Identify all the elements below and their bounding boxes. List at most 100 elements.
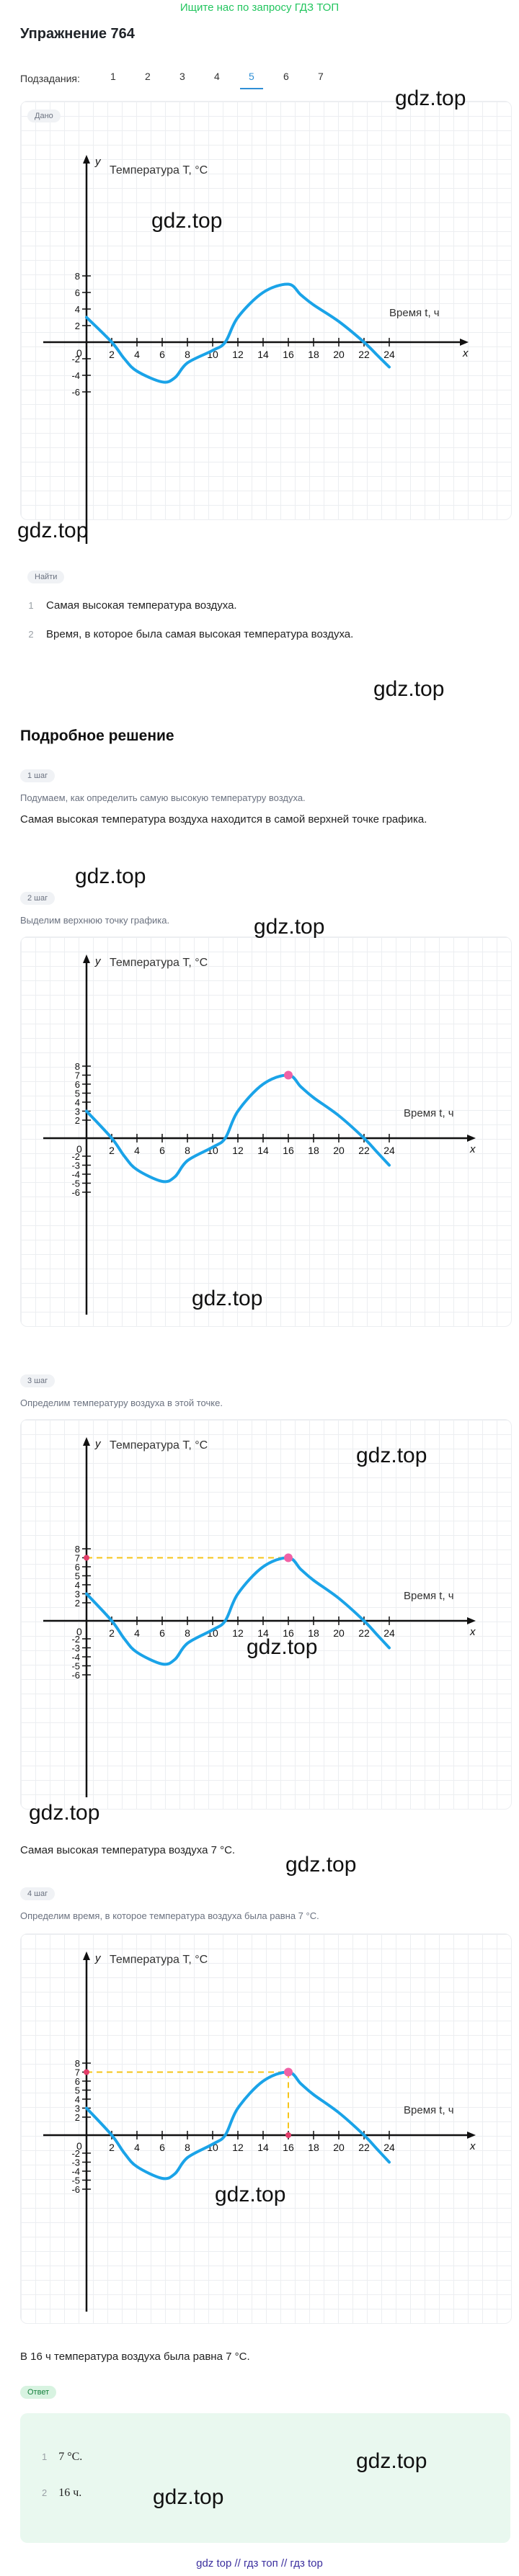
watermark: gdz.top <box>356 1444 427 1467</box>
y-axis-arrow <box>83 1951 90 1960</box>
x-tick-label: 16 <box>283 2142 294 2153</box>
y-tick-label: 8 <box>75 2058 80 2069</box>
max-point <box>284 1553 293 1562</box>
x-tick-label: 4 <box>134 349 140 360</box>
item-number: 2 <box>42 2487 48 2498</box>
y-axis-arrow <box>83 155 90 164</box>
x-tick-label: 14 <box>257 349 269 360</box>
x-tick-label: 12 <box>232 2142 244 2153</box>
item-number: 2 <box>28 629 34 640</box>
chart-title: Температура T, °C <box>110 164 208 176</box>
tab-subtask-6[interactable]: 6 <box>283 71 289 82</box>
y-tick-label: 2 <box>75 321 80 331</box>
temperature-curve <box>85 1556 391 1666</box>
watermark: gdz.top <box>395 86 466 110</box>
search-hint-link[interactable]: Ищите нас по запросу ГДЗ ТОП <box>179 1 340 14</box>
solution-heading: Подробное решение <box>20 728 174 744</box>
tab-subtask-7[interactable]: 7 <box>318 71 324 82</box>
chart-title: Температура T, °C <box>110 1439 208 1452</box>
temperature-curve <box>85 1073 391 1184</box>
answer-chip: Ответ <box>20 2386 57 2399</box>
y-axis-arrow <box>83 954 90 963</box>
x-tick-label: 2 <box>109 2142 115 2153</box>
origin-label: 0 <box>76 347 82 359</box>
x-tick-label: 24 <box>383 1145 395 1156</box>
answer-item: 2 16 ч. <box>42 2487 81 2500</box>
y-axis-letter: y <box>94 1438 102 1450</box>
step-3-result: Самая высокая температура воздуха 7 °C. <box>20 1844 236 1856</box>
tab-subtask-4[interactable]: 4 <box>214 71 220 82</box>
y-tick-label: 3 <box>75 2103 80 2114</box>
watermark: gdz.top <box>254 915 325 939</box>
subtask-tabs: Подзадания: 1 2 3 4 5 6 7 <box>20 68 338 89</box>
y-tick-label: 4 <box>75 1097 80 1108</box>
y-axis-arrow <box>83 1437 90 1446</box>
watermark: gdz.top <box>192 1287 263 1310</box>
given-chip: Дано <box>27 109 61 122</box>
y-tick-label: -3 <box>71 1643 80 1654</box>
tab-subtask-2[interactable]: 2 <box>145 71 151 82</box>
x-tick-label: 6 <box>159 349 165 360</box>
x-tick-label: 2 <box>109 1627 115 1639</box>
x-axis-label: Время t, ч <box>404 2104 454 2116</box>
tab-subtask-3[interactable]: 3 <box>179 71 185 82</box>
y-tick-label: 5 <box>75 2085 80 2096</box>
tab-subtask-1[interactable]: 1 <box>110 71 116 82</box>
y-axis-letter: y <box>94 955 102 967</box>
watermark: gdz.top <box>356 2449 427 2473</box>
page-title: Упражнение 764 <box>20 26 135 42</box>
watermark: gdz.top <box>247 1635 318 1659</box>
chart-title: Температура T, °C <box>110 1954 208 1966</box>
y-tick-label: 3 <box>75 1106 80 1117</box>
step-4-panel <box>20 1933 512 2324</box>
x-tick-label: 6 <box>159 2142 165 2153</box>
origin-label: 0 <box>76 2140 82 2152</box>
y-tick-label: -4 <box>71 1652 80 1663</box>
x-tick-label: 22 <box>358 2142 370 2153</box>
y-axis-letter: y <box>94 156 102 168</box>
y-tick-label: 6 <box>75 1562 80 1573</box>
x-tick-label: 22 <box>358 349 370 360</box>
x-tick-label: 12 <box>232 349 244 360</box>
x-tick-label: 22 <box>358 1145 370 1156</box>
y-tick-label: -2 <box>71 1634 80 1645</box>
x-tick-label: 18 <box>308 349 319 360</box>
origin-label: 0 <box>76 1143 82 1155</box>
tab-subtask-5[interactable]: 5 <box>234 68 269 89</box>
x-tick-label: 20 <box>333 349 345 360</box>
step-2-hint: Выделим верхнюю точку графика. <box>20 915 170 926</box>
x-tick-label: 6 <box>159 1145 165 1156</box>
y-tick-label: -5 <box>71 2175 80 2186</box>
axis-mark-y <box>84 2069 89 2075</box>
item-text: Самая высокая температура воздуха. <box>46 599 237 612</box>
y-tick-label: 2 <box>75 1115 80 1126</box>
step-4-hint: Определим время, в которое температура в… <box>20 1910 319 1921</box>
step-1-hint: Подумаем, как определить самую высокую т… <box>20 792 306 803</box>
footer-links[interactable]: gdz top // гдз топ // гдз top <box>196 2557 323 2570</box>
x-axis-label: Время t, ч <box>404 1590 454 1602</box>
step-3-panel <box>20 1419 512 1810</box>
x-tick-label: 14 <box>257 2142 269 2153</box>
watermark: gdz.top <box>285 1853 357 1877</box>
x-axis-arrow <box>467 1617 476 1624</box>
y-tick-label: 7 <box>75 2067 80 2078</box>
axis-mark-y <box>84 1555 89 1561</box>
temperature-curve <box>85 2070 391 2181</box>
x-tick-label: 12 <box>232 1627 244 1639</box>
watermark: gdz.top <box>151 209 223 233</box>
list-item: 2 Время, в которое была самая высокая тем… <box>20 627 503 643</box>
origin-label: 0 <box>76 1626 82 1637</box>
x-tick-label: 22 <box>358 1627 370 1639</box>
watermark: gdz.top <box>75 864 146 888</box>
y-tick-label: 6 <box>75 1079 80 1090</box>
max-point <box>284 1070 293 1080</box>
step-2-panel <box>20 936 512 1327</box>
x-tick-label: 24 <box>383 349 395 360</box>
y-tick-label: 6 <box>75 2076 80 2087</box>
subtasks-label: Подзадания: <box>20 73 80 84</box>
step-1-chip: 1 шаг <box>20 769 56 782</box>
x-tick-label: 16 <box>283 1627 294 1639</box>
y-tick-label: 2 <box>75 1598 80 1609</box>
